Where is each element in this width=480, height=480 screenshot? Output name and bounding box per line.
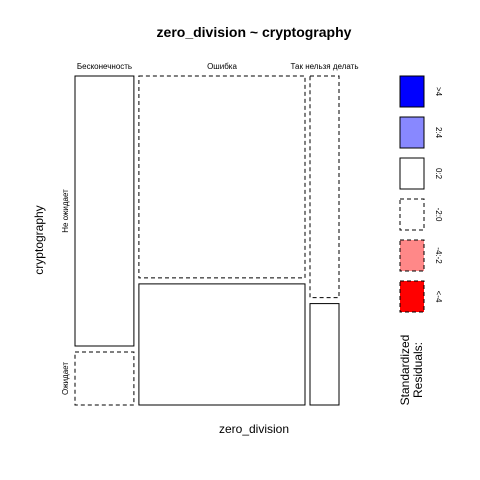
legend-label: -4:-2 bbox=[434, 247, 443, 264]
cell-так-нельзя-делать-не-ожидает bbox=[309, 75, 340, 299]
cell-так-нельзя-делать-ожидает bbox=[309, 303, 340, 406]
chart-title: zero_division ~ cryptography bbox=[157, 24, 352, 40]
legend-title: StandardizedResiduals: bbox=[398, 335, 425, 406]
x-tick-label: Ошибка bbox=[207, 62, 237, 71]
legend-label: -2:0 bbox=[434, 208, 443, 222]
residual-legend: StandardizedResiduals: >4 2:4 0:2 -2:0 -4:-2… bbox=[398, 75, 443, 406]
y-axis-title: cryptography bbox=[32, 205, 46, 274]
x-axis-title: zero_division bbox=[219, 422, 289, 436]
x-tick-label: Так нельзя делать bbox=[291, 62, 359, 71]
cell-ошибка-ожидает bbox=[138, 283, 306, 406]
legend-swatch bbox=[399, 280, 425, 313]
legend-title-line: Standardized bbox=[398, 335, 412, 406]
legend-label: 2:4 bbox=[434, 127, 443, 139]
legend-label: <-4 bbox=[434, 291, 443, 303]
legend-title-line: Residuals: bbox=[411, 342, 425, 398]
legend-swatch bbox=[399, 198, 425, 231]
legend-swatch bbox=[399, 239, 425, 272]
y-tick-label: Не ожидает bbox=[61, 189, 70, 233]
legend-swatch bbox=[399, 75, 425, 108]
y-tick-label: Ожидает bbox=[61, 362, 70, 395]
legend-swatch bbox=[399, 116, 425, 149]
legend-label: >4 bbox=[434, 87, 443, 97]
mosaic-cells bbox=[74, 75, 340, 406]
x-category-labels: Бесконечность Ошибка Так нельзя делать bbox=[77, 62, 359, 71]
x-tick-label: Бесконечность bbox=[77, 62, 132, 71]
cell-бесконечность-ожидает bbox=[74, 351, 135, 406]
cell-бесконечность-не-ожидает bbox=[74, 75, 135, 347]
legend-swatch bbox=[399, 157, 425, 190]
cell-ошибка-не-ожидает bbox=[138, 75, 306, 279]
y-category-labels: Не ожидает Ожидает bbox=[61, 189, 70, 395]
legend-label: 0:2 bbox=[434, 168, 443, 180]
